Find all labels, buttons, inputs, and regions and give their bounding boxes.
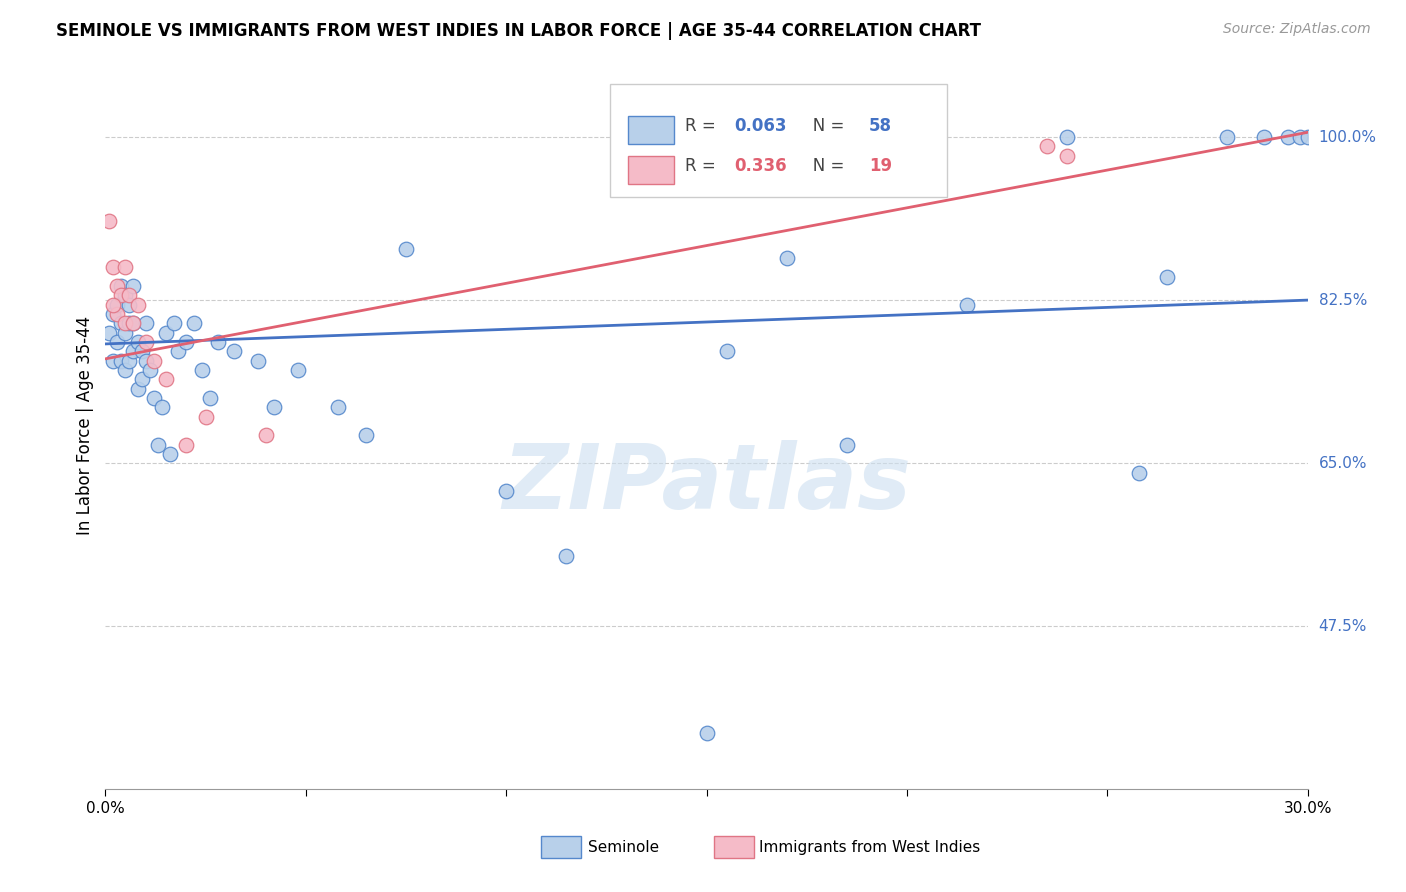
Point [183,317,205,331]
Y-axis label: In Labor Force | Age 35-44: In Labor Force | Age 35-44 [76,317,94,535]
Point [207,334,229,349]
Point [110,279,132,293]
Point [110,317,132,331]
Point [127,382,149,396]
Point [1036,139,1059,153]
Text: ZIPatlas: ZIPatlas [502,440,911,528]
Point [127,298,149,312]
Point [1056,148,1078,162]
Text: 65.0%: 65.0% [1319,456,1367,471]
Point [495,484,517,499]
Point [1128,466,1150,480]
Point [155,326,177,340]
Text: R =: R = [685,118,721,136]
Point [246,353,269,368]
Point [135,353,157,368]
Point [696,726,718,740]
Point [174,437,197,451]
Point [114,288,136,302]
Point [127,334,149,349]
Point [114,363,136,377]
Point [555,549,578,564]
Text: 82.5%: 82.5% [1319,293,1367,308]
Point [135,317,157,331]
Point [142,353,165,368]
Point [155,372,177,386]
Text: 100.0%: 100.0% [1319,129,1376,145]
Point [166,344,188,359]
Point [326,401,349,415]
Point [122,317,145,331]
Point [159,447,181,461]
Point [114,260,136,275]
Text: 47.5%: 47.5% [1319,619,1367,634]
Point [118,288,141,302]
Point [103,260,125,275]
FancyBboxPatch shape [610,84,948,197]
Point [150,401,173,415]
Point [194,409,217,424]
Point [1288,130,1310,145]
Point [716,344,738,359]
Point [118,317,141,331]
Text: R =: R = [685,157,721,176]
Text: Immigrants from West Indies: Immigrants from West Indies [759,840,980,855]
Point [174,334,197,349]
Point [162,317,184,331]
FancyBboxPatch shape [628,156,673,184]
Point [122,344,145,359]
Point [190,363,212,377]
Point [142,391,165,405]
Point [776,251,799,265]
Point [263,401,285,415]
Point [956,298,979,312]
Point [198,391,221,405]
Text: Seminole: Seminole [588,840,659,855]
Point [98,326,121,340]
Point [118,298,141,312]
FancyBboxPatch shape [628,116,673,144]
Point [107,307,129,321]
Point [222,344,245,359]
Point [146,437,169,451]
Point [103,298,125,312]
Point [354,428,377,442]
Text: 0.336: 0.336 [734,157,787,176]
Point [114,326,136,340]
Point [395,242,418,256]
Point [103,307,125,321]
Point [118,353,141,368]
Point [103,353,125,368]
Point [107,334,129,349]
Point [1253,130,1275,145]
Point [107,298,129,312]
Point [254,428,277,442]
Text: SEMINOLE VS IMMIGRANTS FROM WEST INDIES IN LABOR FORCE | AGE 35-44 CORRELATION C: SEMINOLE VS IMMIGRANTS FROM WEST INDIES … [56,22,981,40]
Point [98,214,121,228]
Point [1277,130,1299,145]
Text: N =: N = [797,157,849,176]
Point [1216,130,1239,145]
Text: N =: N = [797,118,849,136]
Text: 58: 58 [869,118,891,136]
Point [1296,130,1319,145]
Point [131,344,153,359]
Point [110,288,132,302]
Point [122,279,145,293]
Text: 19: 19 [869,157,891,176]
Point [131,372,153,386]
Point [114,317,136,331]
Point [835,437,858,451]
Point [287,363,309,377]
Point [1056,130,1078,145]
Point [110,353,132,368]
Point [1156,269,1178,284]
Point [138,363,160,377]
Point [107,279,129,293]
Text: 0.063: 0.063 [734,118,787,136]
Point [122,317,145,331]
Point [135,334,157,349]
Text: Source: ZipAtlas.com: Source: ZipAtlas.com [1223,22,1371,37]
